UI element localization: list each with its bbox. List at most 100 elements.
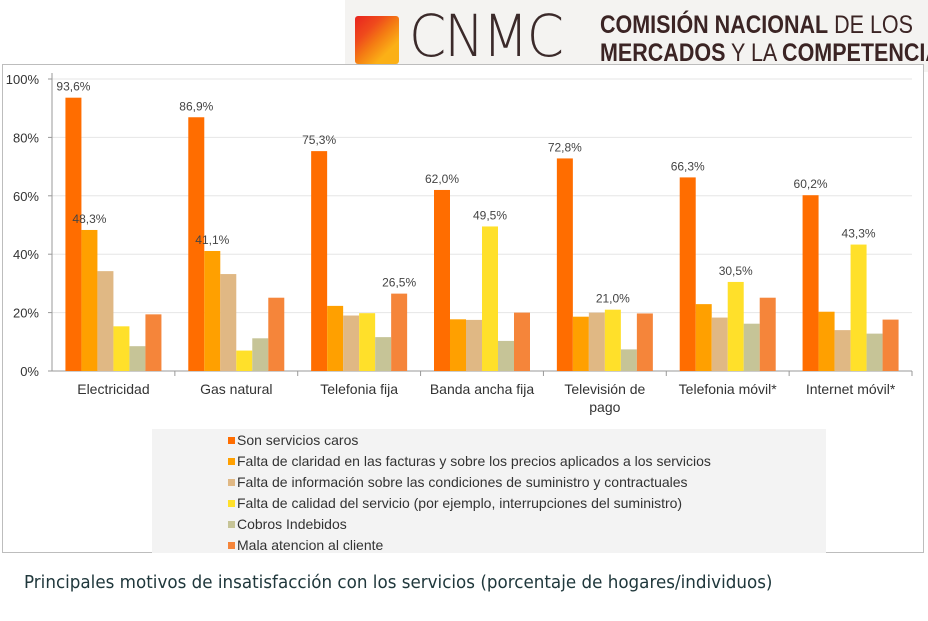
legend-swatch <box>228 457 235 465</box>
bar <box>97 271 114 371</box>
bar <box>450 319 466 371</box>
data-label: 48,3% <box>72 212 106 226</box>
bar <box>268 297 285 371</box>
legend-item: Cobros Indebidos <box>228 516 347 532</box>
bar <box>679 177 696 371</box>
data-label: 66,3% <box>671 159 705 173</box>
x-tick-label: Televisión de <box>564 381 645 397</box>
x-tick-label: Electricidad <box>77 381 149 397</box>
bar <box>556 158 573 371</box>
legend-label: Son servicios caros <box>237 432 359 448</box>
logo-line-2: MERCADOS Y LA COMPETENCIA <box>600 40 928 66</box>
bar-chart: 0% 20% 40% 60% 80% 100% 93,6% 48,3% Electricidad… <box>6 72 913 415</box>
bar <box>604 309 621 371</box>
data-label: 93,6% <box>56 80 90 94</box>
legend-swatch <box>228 478 235 486</box>
legend-item: Falta de calidad del servicio (por ejemp… <box>228 495 682 511</box>
bar <box>514 312 530 371</box>
bar <box>236 350 253 371</box>
bar <box>802 195 819 371</box>
legend-item: Mala atencion al cliente <box>228 537 383 553</box>
bar <box>129 346 146 371</box>
y-tick-label: 80% <box>13 130 39 145</box>
bar <box>434 189 450 371</box>
bar <box>65 97 82 372</box>
data-label: 86,9% <box>179 99 213 113</box>
bar <box>466 319 482 371</box>
legend-label: Falta de información sobre las condicion… <box>237 474 688 490</box>
logo-wordmark: CNMC <box>409 2 564 70</box>
bar <box>188 117 205 371</box>
data-label: 72,8% <box>548 140 582 154</box>
logo-line-1: COMISIÓN NACIONAL DE LOS <box>600 12 913 38</box>
data-label: 41,1% <box>195 233 229 247</box>
data-label: 43,3% <box>842 227 876 241</box>
y-tick-label: 40% <box>13 247 39 262</box>
legend-label: Cobros Indebidos <box>237 516 347 532</box>
bar <box>343 315 360 371</box>
bar <box>572 316 589 371</box>
chart-caption: Principales motivos de insatisfacción co… <box>24 572 773 593</box>
bar <box>113 326 130 371</box>
bar <box>375 337 392 371</box>
legend-item: Son servicios caros <box>228 432 358 448</box>
y-tick-label: 100% <box>6 72 40 87</box>
bar <box>850 244 867 371</box>
logo-line1-light: DE LOS <box>834 11 913 39</box>
legend-item: Falta de claridad en las facturas y sobr… <box>228 453 711 469</box>
logo-line2-bold: MERCADOS <box>600 39 726 67</box>
bar <box>204 250 221 371</box>
x-tick-label: Telefonia móvil* <box>679 381 778 397</box>
legend-label: Mala atencion al cliente <box>237 537 384 553</box>
data-label: 49,5% <box>473 208 507 222</box>
data-label: 30,5% <box>719 264 753 278</box>
x-tick-label: Telefonia fija <box>320 381 398 397</box>
bar <box>866 333 883 371</box>
y-tick-label: 0% <box>20 364 39 379</box>
cnmc-logo-mark <box>355 16 399 64</box>
bar <box>81 229 98 371</box>
data-label: 26,5% <box>382 276 416 290</box>
data-label: 21,0% <box>596 292 630 306</box>
bar <box>391 293 408 371</box>
logo-line1-bold: COMISIÓN NACIONAL <box>600 11 829 39</box>
bar <box>145 314 162 371</box>
bar <box>588 312 605 371</box>
bar <box>620 349 637 371</box>
bar <box>220 274 237 371</box>
legend-swatch <box>228 499 235 507</box>
bar <box>743 323 760 371</box>
cnmc-logo: CNMC COMISIÓN NACIONAL DE LOS MERCADOS Y… <box>345 0 928 72</box>
legend-item: Falta de información sobre las condicion… <box>228 474 688 490</box>
legend-label: Falta de calidad del servicio (por ejemp… <box>237 495 683 511</box>
y-tick-label: 20% <box>13 306 39 321</box>
bar <box>882 319 899 371</box>
bar <box>482 226 498 371</box>
bar <box>711 317 728 371</box>
bar <box>759 297 776 371</box>
bar <box>498 340 514 371</box>
bar <box>311 151 328 371</box>
bar <box>636 313 653 371</box>
legend-swatch <box>228 436 235 444</box>
y-tick-label: 60% <box>13 189 39 204</box>
x-tick-label: Banda ancha fija <box>430 381 535 397</box>
legend-swatch <box>228 541 235 549</box>
x-tick-label: Gas natural <box>200 381 272 397</box>
bar <box>695 304 712 371</box>
logo-line2-light: Y LA <box>731 39 777 67</box>
data-label: 62,0% <box>425 172 459 186</box>
x-tick-label-line2: pago <box>589 399 620 415</box>
bar <box>727 281 744 371</box>
bar <box>818 311 835 371</box>
x-tick-label: Internet móvil* <box>806 381 896 397</box>
legend-swatch <box>228 520 235 528</box>
bar <box>359 313 376 371</box>
data-label: 75,3% <box>302 133 336 147</box>
logo-line2-bold2: COMPETENCIA <box>782 39 928 67</box>
data-label: 60,2% <box>794 177 828 191</box>
bar <box>327 305 344 371</box>
legend: Son servicios caros Falta de claridad en … <box>152 429 826 553</box>
legend-label: Falta de claridad en las facturas y sobr… <box>237 453 711 469</box>
bar <box>252 338 269 371</box>
